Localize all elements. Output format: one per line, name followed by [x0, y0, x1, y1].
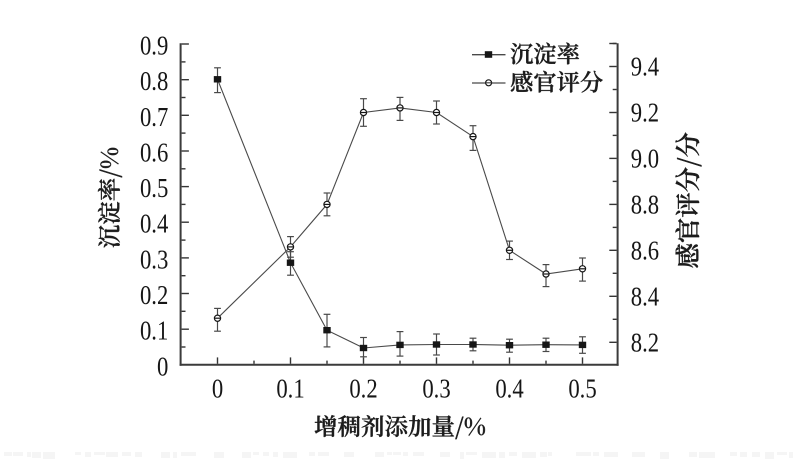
- svg-text:0.3: 0.3: [422, 375, 450, 404]
- svg-text:0.4: 0.4: [140, 210, 169, 239]
- svg-text:0.6: 0.6: [140, 139, 168, 168]
- svg-text:0: 0: [212, 375, 223, 404]
- svg-text:8.4: 8.4: [631, 283, 660, 312]
- svg-text:8.2: 8.2: [631, 329, 659, 358]
- svg-text:0.2: 0.2: [140, 281, 168, 310]
- svg-text:0.8: 0.8: [140, 67, 168, 96]
- svg-text:0.7: 0.7: [140, 103, 168, 132]
- svg-text:0.2: 0.2: [349, 375, 377, 404]
- svg-text:9.2: 9.2: [631, 99, 659, 128]
- svg-text:0.1: 0.1: [276, 375, 304, 404]
- svg-text:0.5: 0.5: [568, 375, 596, 404]
- svg-text:8.8: 8.8: [631, 191, 659, 220]
- svg-text:0.9: 0.9: [140, 32, 168, 61]
- svg-text:9.0: 9.0: [631, 145, 659, 174]
- svg-text:0.5: 0.5: [140, 174, 168, 203]
- svg-text:0: 0: [157, 353, 168, 382]
- svg-text:9.4: 9.4: [631, 53, 660, 82]
- svg-text:8.6: 8.6: [631, 237, 659, 266]
- svg-text:0.3: 0.3: [140, 246, 168, 275]
- svg-text:0.1: 0.1: [140, 317, 168, 346]
- svg-text:0.4: 0.4: [495, 375, 524, 404]
